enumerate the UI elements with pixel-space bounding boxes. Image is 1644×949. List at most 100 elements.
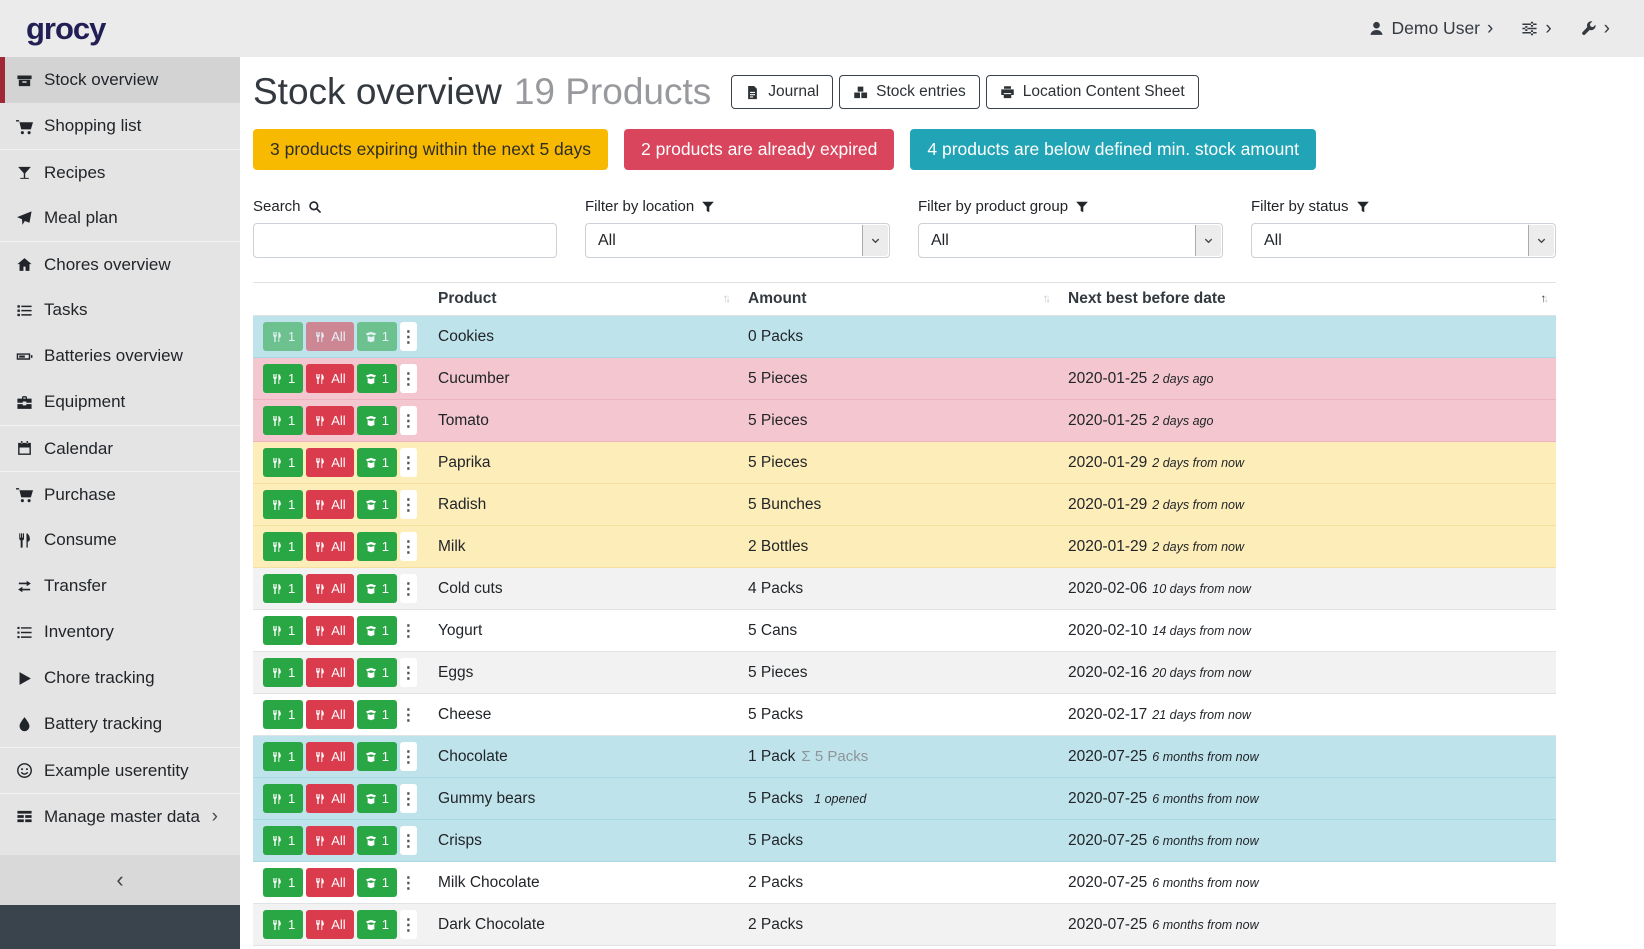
row-menu-button[interactable]: ⋮ [399, 406, 417, 435]
journal-button[interactable]: Journal [731, 75, 834, 109]
consume-all-button[interactable]: All [306, 826, 354, 855]
consume-all-button[interactable]: All [306, 658, 354, 687]
row-menu-button[interactable]: ⋮ [399, 574, 417, 603]
row-menu-button[interactable]: ⋮ [399, 826, 417, 855]
consume-one-button[interactable]: 1 [263, 616, 304, 645]
alert-warning[interactable]: 3 products expiring within the next 5 da… [253, 129, 609, 170]
best-before-date: 2020-07-25 [1068, 915, 1148, 933]
consume-all-button[interactable]: All [306, 532, 354, 561]
sidebar-item-inventory[interactable]: Inventory › [0, 609, 240, 655]
open-one-button[interactable]: 1 [356, 658, 397, 687]
row-menu-button[interactable]: ⋮ [399, 616, 417, 645]
consume-all-button[interactable]: All [306, 406, 354, 435]
consume-all-button[interactable]: All [306, 700, 354, 729]
consume-one-button[interactable]: 1 [263, 448, 304, 477]
row-menu-button[interactable]: ⋮ [399, 868, 417, 897]
sidebar-item-calendar[interactable]: Calendar › [0, 425, 240, 471]
consume-one-button[interactable]: 1 [263, 322, 304, 351]
open-one-button[interactable]: 1 [356, 532, 397, 561]
user-menu[interactable]: Demo User › [1368, 18, 1493, 39]
consume-one-button[interactable]: 1 [263, 784, 304, 813]
sidebar-item-chore-tracking[interactable]: Chore tracking › [0, 655, 240, 701]
row-menu-button[interactable]: ⋮ [399, 364, 417, 393]
status-filter-select[interactable]: All [1251, 223, 1556, 258]
consume-all-button[interactable]: All [306, 910, 354, 939]
column-header-product[interactable]: Product ↑↓ [428, 282, 738, 316]
consume-all-button[interactable]: All [306, 364, 354, 393]
consume-one-button[interactable]: 1 [263, 742, 304, 771]
consume-all-button[interactable]: All [306, 574, 354, 603]
sidebar-item-tasks[interactable]: Tasks › [0, 287, 240, 333]
row-menu-button[interactable]: ⋮ [399, 784, 417, 813]
row-menu-button[interactable]: ⋮ [399, 700, 417, 729]
open-one-button[interactable]: 1 [356, 742, 397, 771]
row-menu-button[interactable]: ⋮ [399, 910, 417, 939]
sidebar-item-example-userentity[interactable]: Example userentity › [0, 747, 240, 793]
consume-one-button[interactable]: 1 [263, 406, 304, 435]
row-menu-button[interactable]: ⋮ [399, 658, 417, 687]
sidebar-item-manage-master-data[interactable]: Manage master data › [0, 793, 240, 839]
location-filter-select[interactable]: All [585, 223, 890, 258]
open-one-button[interactable]: 1 [356, 826, 397, 855]
open-one-button[interactable]: 1 [356, 364, 397, 393]
product-group-filter-select[interactable]: All [918, 223, 1223, 258]
row-menu-button[interactable]: ⋮ [399, 448, 417, 477]
sidebar-item-transfer[interactable]: Transfer › [0, 563, 240, 609]
open-one-button[interactable]: 1 [356, 490, 397, 519]
open-one-button[interactable]: 1 [356, 574, 397, 603]
consume-all-button[interactable]: All [306, 742, 354, 771]
location-content-sheet-button[interactable]: Location Content Sheet [985, 75, 1199, 109]
sidebar-item-batteries-overview[interactable]: Batteries overview › [0, 333, 240, 379]
sidebar-item-chores-overview[interactable]: Chores overview › [0, 241, 240, 287]
consume-one-button[interactable]: 1 [263, 826, 304, 855]
sidebar-item-purchase[interactable]: Purchase › [0, 471, 240, 517]
consume-all-button[interactable]: All [306, 868, 354, 897]
consume-one-button[interactable]: 1 [263, 364, 304, 393]
consume-one-button[interactable]: 1 [263, 910, 304, 939]
consume-one-button[interactable]: 1 [263, 700, 304, 729]
open-one-button[interactable]: 1 [356, 406, 397, 435]
sidebar-collapse-button[interactable]: ‹ [0, 855, 240, 905]
admin-menu[interactable]: › [1580, 19, 1610, 38]
open-one-button[interactable]: 1 [356, 616, 397, 645]
sidebar-item-battery-tracking[interactable]: Battery tracking › [0, 701, 240, 747]
consume-one-button[interactable]: 1 [263, 574, 304, 603]
consume-all-button[interactable]: All [306, 322, 354, 351]
app-logo[interactable]: grocy [26, 10, 106, 46]
consume-one-button[interactable]: 1 [263, 490, 304, 519]
product-group-filter: Filter by product group All [918, 198, 1223, 258]
sidebar-item-stock-overview[interactable]: Stock overview › [0, 57, 240, 103]
open-one-button[interactable]: 1 [356, 448, 397, 477]
open-one-button[interactable]: 1 [356, 322, 397, 351]
consume-all-button[interactable]: All [306, 490, 354, 519]
sidebar-item-shopping-list[interactable]: Shopping list › [0, 103, 240, 149]
open-one-button[interactable]: 1 [356, 784, 397, 813]
row-menu-button[interactable]: ⋮ [399, 742, 417, 771]
row-menu-button[interactable]: ⋮ [399, 322, 417, 351]
row-menu-button[interactable]: ⋮ [399, 532, 417, 561]
column-header-next-best-before-date[interactable]: Next best before date ↑↓ [1058, 282, 1556, 316]
alert-danger[interactable]: 2 products are already expired [624, 129, 895, 170]
alert-info[interactable]: 4 products are below defined min. stock … [910, 129, 1316, 170]
consume-one-button[interactable]: 1 [263, 532, 304, 561]
sidebar-item-meal-plan[interactable]: Meal plan › [0, 195, 240, 241]
column-header-amount[interactable]: Amount ↑↓ [738, 282, 1058, 316]
sidebar-item-equipment[interactable]: Equipment › [0, 379, 240, 425]
tasks-icon [14, 302, 34, 319]
stock-entries-button[interactable]: Stock entries [839, 75, 980, 109]
consume-all-button[interactable]: All [306, 616, 354, 645]
open-one-button[interactable]: 1 [356, 868, 397, 897]
sidebar-item-recipes[interactable]: Recipes › [0, 149, 240, 195]
sidebar-item-consume[interactable]: Consume › [0, 517, 240, 563]
open-one-button[interactable]: 1 [356, 910, 397, 939]
consume-all-button[interactable]: All [306, 448, 354, 477]
amount-opened: 1 opened [814, 791, 867, 806]
open-one-button[interactable]: 1 [356, 700, 397, 729]
consume-all-button[interactable]: All [306, 784, 354, 813]
consume-one-button[interactable]: 1 [263, 868, 304, 897]
settings-menu[interactable]: › [1521, 19, 1552, 38]
row-menu-button[interactable]: ⋮ [399, 490, 417, 519]
search-input[interactable] [253, 223, 557, 258]
consume-one-button[interactable]: 1 [263, 658, 304, 687]
best-before-date: 2020-02-10 [1068, 621, 1148, 639]
